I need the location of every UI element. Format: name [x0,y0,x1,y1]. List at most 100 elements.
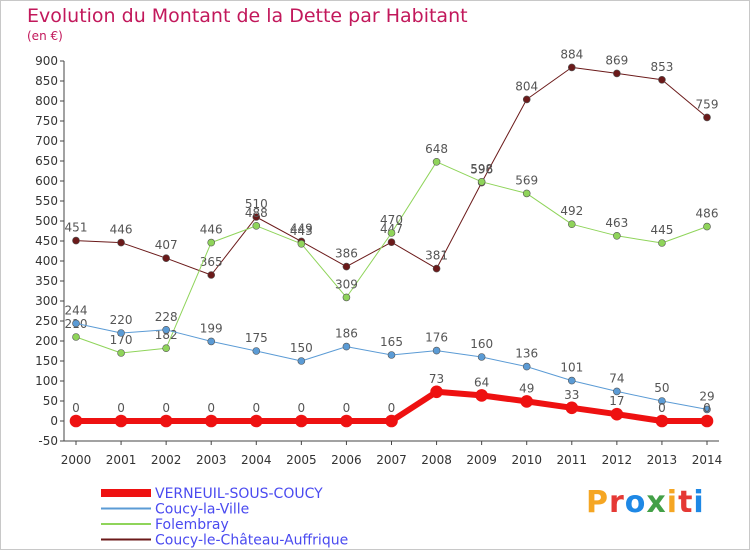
data-point [159,414,173,428]
data-label: 0 [207,401,215,415]
data-label: 186 [335,327,358,341]
logo-letter: o [624,485,647,520]
data-label: 407 [155,238,178,252]
data-label: 150 [290,341,313,355]
data-label: 0 [658,401,666,415]
data-label: 884 [560,47,583,61]
data-point [297,357,306,365]
data-label: 596 [470,163,493,177]
x-tick-label: 2009 [466,453,497,467]
data-point [700,414,714,428]
data-point [297,240,306,248]
data-point [387,238,396,246]
data-point [567,376,576,385]
logo-letter: r [609,485,625,520]
x-tick-label: 2004 [241,453,272,467]
data-label: 443 [290,224,313,238]
data-label: 165 [380,335,403,349]
x-tick-label: 2000 [61,453,92,467]
y-tick-label: 100 [35,374,58,388]
data-point [252,213,261,221]
data-label: 386 [335,247,358,261]
data-point [613,69,621,78]
data-label: 510 [245,197,268,211]
y-tick-label: -50 [38,434,58,448]
logo-letter: t [678,485,694,520]
data-point [658,239,666,247]
data-label: 0 [162,401,170,415]
x-tick-label: 2011 [557,453,588,467]
data-label: 29 [699,389,714,403]
data-label: 309 [335,277,358,291]
data-point [567,220,576,228]
data-point [204,414,218,428]
data-label: 0 [703,401,711,415]
data-point [252,347,261,355]
data-point [207,337,216,346]
data-label: 759 [696,97,719,111]
data-label: 228 [155,310,178,324]
data-label: 463 [605,216,628,230]
data-point [613,387,621,396]
data-label: 0 [72,401,80,415]
data-point [432,264,441,273]
legend-label: Folembray [155,517,229,533]
data-label: 447 [380,222,403,236]
data-point [342,262,351,271]
data-point [703,113,711,122]
data-label: 17 [609,394,624,408]
data-point [430,385,443,399]
data-point [522,95,531,104]
data-label: 470 [380,213,403,227]
data-label: 73 [429,372,444,386]
series-line [75,161,708,354]
data-point [477,353,486,361]
data-label: 101 [560,361,583,375]
data-point [658,397,666,405]
y-tick-label: 450 [35,234,58,248]
data-label: 136 [515,347,538,361]
data-label: 199 [200,321,223,335]
data-point [295,414,308,428]
x-tick-label: 2007 [376,453,407,467]
data-point [207,238,216,247]
data-label: 869 [605,53,628,67]
data-point [162,325,170,334]
data-label: 170 [110,333,133,347]
y-tick-label: 150 [35,354,58,368]
data-point [69,414,83,428]
data-point [703,405,711,414]
x-tick-label: 2005 [286,453,317,467]
data-point [613,232,621,240]
data-label: 175 [245,331,268,345]
data-point [207,271,216,279]
data-label: 446 [110,223,133,237]
y-tick-label: 350 [35,274,58,288]
logo-letter: i [693,485,705,520]
data-point [387,229,396,237]
data-label: 446 [200,223,223,237]
y-tick-label: 200 [35,334,58,348]
data-point [477,178,486,186]
data-label: 220 [110,313,133,327]
data-point [475,389,488,402]
data-point [72,236,80,245]
data-point [162,344,170,353]
proxiti-logo: Proxiti [586,485,705,520]
data-label: 0 [343,401,351,415]
data-label: 33 [564,388,579,402]
x-tick-label: 2012 [602,453,633,467]
logo-letter: P [586,485,609,520]
data-point [72,319,80,328]
data-label: 0 [117,401,125,415]
x-tick-label: 2010 [511,453,542,467]
data-label: 486 [696,207,719,221]
data-point [567,63,576,72]
x-tick-label: 2002 [151,453,182,467]
data-point [703,222,711,231]
data-label: 365 [200,255,223,269]
data-point [432,346,441,355]
data-point [117,329,125,337]
